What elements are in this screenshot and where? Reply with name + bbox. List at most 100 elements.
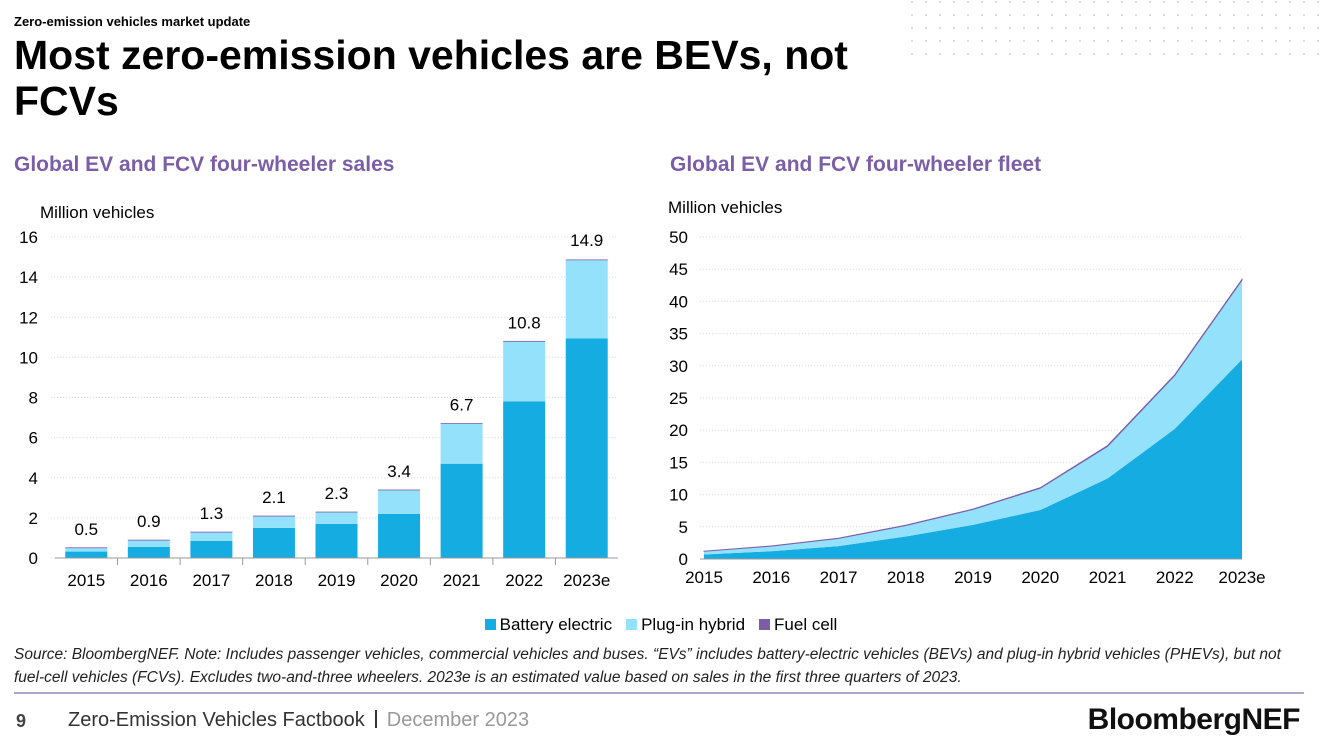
total-label: 1.3 bbox=[200, 504, 224, 523]
y-tick-label: 50 bbox=[669, 228, 688, 247]
date: December 2023 bbox=[386, 709, 530, 731]
y-tick-label: 16 bbox=[19, 228, 38, 247]
chart-title: Global EV and FCV four-wheeler fleet bbox=[670, 153, 1042, 176]
legend-label: Fuel cell bbox=[774, 615, 838, 634]
slide-title: Most zero-emission vehicles are BEVs, no… bbox=[14, 32, 848, 124]
legend-item: Battery electric bbox=[484, 615, 613, 635]
y-tick-label: 35 bbox=[669, 325, 688, 344]
x-tick-label: 2015 bbox=[685, 568, 723, 587]
x-tick-label: 2022 bbox=[1156, 568, 1194, 587]
bar-segment bbox=[127, 539, 170, 541]
legend: Battery electric Plug-in hybrid Fuel cell bbox=[0, 615, 1322, 635]
brand: BloombergNEF bbox=[1087, 703, 1301, 736]
total-label: 0.5 bbox=[74, 520, 98, 539]
legend-swatch bbox=[484, 619, 496, 630]
y-tick-label: 2 bbox=[29, 509, 38, 528]
publication: Zero-Emission Vehicles Factbook bbox=[68, 709, 365, 731]
total-label: 10.8 bbox=[508, 313, 541, 332]
total-label: 2.3 bbox=[325, 484, 349, 503]
legend-item: Plug-in hybrid bbox=[626, 615, 745, 635]
bar-segment bbox=[378, 513, 421, 558]
x-tick-label: 2021 bbox=[1089, 568, 1127, 587]
y-tick-label: 10 bbox=[669, 486, 688, 505]
x-tick-label: 2016 bbox=[130, 571, 168, 590]
x-tick-label: 2020 bbox=[1021, 568, 1059, 587]
total-label: 6.7 bbox=[450, 396, 474, 415]
bar-segment bbox=[378, 489, 421, 491]
bar-segment bbox=[315, 511, 358, 513]
bar-segment bbox=[190, 531, 233, 533]
total-label: 0.9 bbox=[137, 512, 161, 531]
bar-segment bbox=[440, 463, 483, 558]
bar-segment bbox=[565, 260, 608, 339]
y-tick-label: 45 bbox=[669, 260, 688, 279]
x-tick-label: 2023e bbox=[1218, 568, 1265, 587]
y-tick-label: 40 bbox=[669, 292, 688, 311]
x-tick-label: 2015 bbox=[67, 571, 105, 590]
bar-segment bbox=[190, 540, 233, 558]
bar-segment bbox=[440, 423, 483, 424]
y-tick-label: 6 bbox=[29, 429, 38, 448]
divider bbox=[14, 692, 1304, 694]
y-tick-label: 5 bbox=[679, 518, 688, 537]
y-tick-label: 30 bbox=[669, 357, 688, 376]
bar-segment bbox=[127, 539, 170, 547]
source-note: Source: BloombergNEF. Note: Includes pas… bbox=[14, 646, 1281, 686]
dot-decoration bbox=[905, 0, 1322, 62]
legend-item: Fuel cell bbox=[759, 615, 837, 635]
bar-segment bbox=[65, 547, 108, 552]
x-tick-label: 2023e bbox=[563, 571, 610, 590]
bar-segment bbox=[65, 547, 108, 549]
x-tick-label: 2017 bbox=[820, 568, 858, 587]
y-tick-label: 8 bbox=[29, 389, 38, 408]
area bbox=[703, 277, 1243, 552]
bar-segment bbox=[565, 259, 608, 261]
separator bbox=[374, 710, 377, 728]
y-tick-label: 10 bbox=[19, 348, 38, 367]
y-axis-label: Million vehicles bbox=[40, 203, 154, 222]
legend-swatch bbox=[759, 619, 771, 630]
y-tick-label: 4 bbox=[29, 469, 38, 488]
x-tick-label: 2022 bbox=[505, 571, 543, 590]
legend-label: Plug-in hybrid bbox=[641, 615, 746, 634]
x-tick-label: 2019 bbox=[318, 571, 356, 590]
bar-segment bbox=[252, 515, 295, 517]
kicker: Zero-emission vehicles market update bbox=[14, 14, 251, 29]
y-tick-label: 20 bbox=[669, 421, 688, 440]
y-tick-label: 15 bbox=[669, 453, 688, 472]
legend-swatch bbox=[626, 619, 638, 630]
total-label: 14.9 bbox=[570, 231, 603, 250]
bar-segment bbox=[565, 338, 608, 558]
area bbox=[704, 359, 1242, 559]
x-tick-label: 2020 bbox=[380, 571, 418, 590]
bar-segment bbox=[252, 527, 295, 558]
y-tick-label: 12 bbox=[19, 308, 38, 327]
y-tick-label: 0 bbox=[679, 550, 688, 569]
bar-segment bbox=[503, 340, 546, 342]
x-tick-label: 2016 bbox=[752, 568, 790, 587]
bar-segment bbox=[503, 401, 546, 558]
bar-segment bbox=[190, 531, 233, 541]
bar-segment bbox=[252, 515, 295, 528]
bar-segment bbox=[440, 423, 483, 464]
chart-title: Global EV and FCV four-wheeler sales bbox=[14, 153, 395, 176]
y-axis-label: Million vehicles bbox=[668, 198, 782, 217]
footer: Zero-Emission Vehicles Factbook December … bbox=[68, 709, 529, 732]
bar-segment bbox=[378, 489, 421, 514]
page-number: 9 bbox=[16, 711, 27, 731]
legend-label: Battery electric bbox=[499, 615, 613, 634]
y-tick-label: 0 bbox=[29, 549, 38, 568]
y-tick-label: 14 bbox=[19, 268, 38, 287]
y-tick-label: 25 bbox=[669, 389, 688, 408]
total-label: 2.1 bbox=[262, 488, 286, 507]
x-tick-label: 2018 bbox=[887, 568, 925, 587]
x-tick-label: 2018 bbox=[255, 571, 293, 590]
x-tick-label: 2021 bbox=[443, 571, 481, 590]
x-tick-label: 2019 bbox=[954, 568, 992, 587]
bar-segment bbox=[65, 551, 108, 558]
bar-segment bbox=[127, 546, 170, 558]
bar-segment bbox=[315, 523, 358, 558]
bar-segment bbox=[315, 511, 358, 524]
